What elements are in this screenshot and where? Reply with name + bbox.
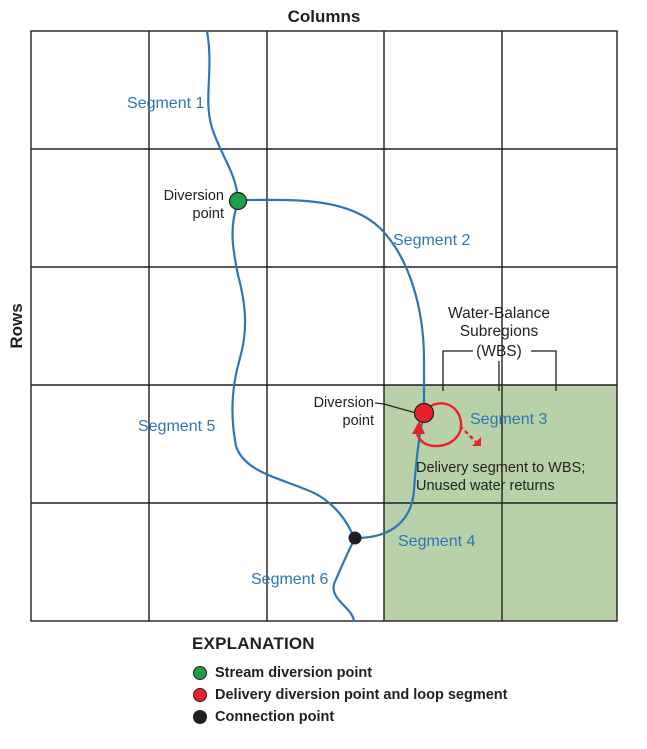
legend-item-connection: Connection point — [190, 706, 630, 728]
diversion-leader-line — [374, 402, 417, 414]
legend-item-delivery-diversion: Delivery diversion point and loop segmen… — [190, 684, 630, 706]
green-dot-icon — [193, 666, 207, 680]
rows-axis-title: Rows — [7, 303, 26, 348]
delivery-label-line1: Delivery segment to WBS; — [416, 460, 585, 476]
delivery-arrowhead-return — [412, 421, 425, 434]
stream-segment-6 — [332, 538, 356, 623]
legend-label: Connection point — [215, 709, 335, 725]
segment-4-label: Segment 4 — [398, 533, 475, 550]
wbs-bracket — [442, 350, 557, 391]
wbs-label-line2: Subregions — [460, 323, 539, 340]
delivery-arrowhead-out — [472, 437, 481, 446]
connection-point-marker — [348, 531, 362, 545]
delivery-diversion-point-marker — [413, 402, 435, 424]
model-grid — [30, 30, 618, 622]
stream-segment-5 — [231, 201, 356, 540]
stream-segment-2 — [236, 198, 426, 415]
delivery-label-line2: Unused water returns — [416, 478, 555, 494]
columns-axis-title: Columns — [288, 7, 361, 26]
legend-label: Delivery diversion point and loop segmen… — [215, 687, 508, 703]
black-dot-icon — [193, 710, 207, 724]
segment-6-label: Segment 6 — [251, 571, 328, 588]
legend: EXPLANATION Stream diversion point Deliv… — [190, 634, 630, 728]
segment-1-label: Segment 1 — [127, 95, 204, 112]
legend-title: EXPLANATION — [192, 634, 315, 653]
stream-segment-1 — [205, 29, 240, 202]
legend-item-stream-diversion: Stream diversion point — [190, 662, 630, 684]
wbs-label-line1: Water-Balance — [448, 305, 550, 322]
segment-5-label: Segment 5 — [138, 418, 215, 435]
lower-diversion-label-line1: Diversion — [314, 395, 374, 411]
lower-diversion-label-line2: point — [343, 413, 374, 429]
stream-network — [205, 29, 426, 623]
delivery-loop-segment — [415, 402, 477, 448]
upper-diversion-label-line1: Diversion — [164, 188, 224, 204]
red-dot-icon — [193, 688, 207, 702]
upper-diversion-label-line2: point — [193, 206, 224, 222]
stream-segment-4 — [354, 421, 424, 540]
segment-2-label: Segment 2 — [393, 232, 470, 249]
segment-3-label: Segment 3 — [470, 411, 547, 428]
legend-label: Stream diversion point — [215, 665, 373, 681]
wbs-label-line3: (WBS) — [476, 343, 522, 360]
stream-diversion-point-marker — [228, 191, 248, 211]
